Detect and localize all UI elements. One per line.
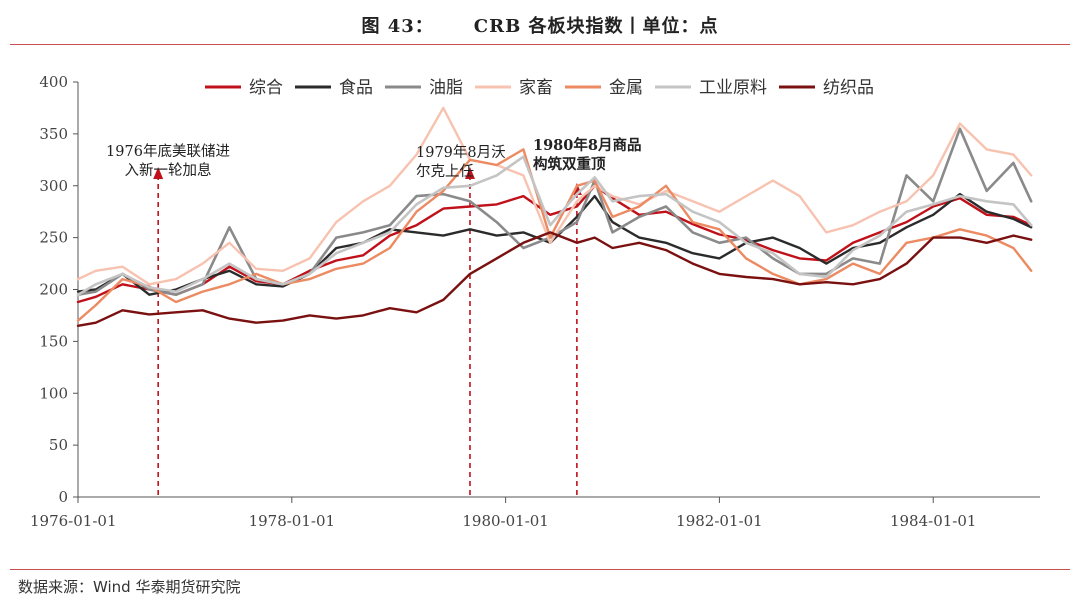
legend-label: 综合 [249, 78, 283, 98]
y-tick-label: 400 [39, 73, 68, 91]
footer-rule [10, 569, 1070, 570]
y-tick-label: 0 [58, 488, 68, 506]
x-tick-label: 1982-01-01 [676, 512, 762, 530]
series-line [76, 127, 1033, 297]
y-tick-label: 350 [39, 125, 68, 143]
source-note: 数据来源：Wind 华泰期货研究院 [18, 578, 241, 596]
chart: 0 50 100 150 200 250 300 350 400 1976-01-01 1978-0… [30, 73, 1040, 530]
annotation-arrowhead [153, 167, 164, 179]
figure-caption: CRB 各板块指数丨单位：点 [473, 16, 719, 37]
annotation-label: 1976年底美联储进 [106, 143, 230, 160]
x-tick-label: 1984-01-01 [890, 512, 976, 530]
title-rule [10, 44, 1070, 45]
figure-title: 图 43： CRB 各板块指数丨单位：点 [0, 12, 1080, 38]
series-line [76, 106, 1033, 286]
legend-label: 纺织品 [823, 78, 874, 98]
series-line [76, 148, 1033, 322]
series-line [76, 231, 1033, 327]
y-tick-label: 50 [49, 436, 68, 454]
y-tick-label: 200 [39, 281, 68, 299]
annotation-arrowhead [464, 167, 475, 179]
y-tick-label: 300 [39, 177, 68, 195]
annotation-label: 构筑双重顶 [533, 155, 606, 173]
legend-label: 工业原料 [699, 78, 767, 98]
y-tick-label: 100 [39, 384, 68, 402]
annotation-label: 尔克上任 [416, 163, 474, 180]
legend-label: 油脂 [429, 78, 463, 98]
x-tick-label: 1976-01-01 [30, 512, 116, 530]
y-tick-label: 150 [39, 332, 68, 350]
legend-label: 食品 [339, 78, 373, 98]
y-tick-label: 250 [39, 229, 68, 247]
x-tick-label: 1978-01-01 [249, 512, 335, 530]
figure-number: 图 43： [361, 16, 434, 37]
annotation-label: 1980年8月商品 [533, 136, 641, 154]
annotation-label: 入新一轮加息 [125, 162, 212, 179]
annotation-label: 1979年8月沃 [416, 144, 506, 161]
legend-label: 金属 [609, 78, 643, 98]
legend-label: 家畜 [519, 78, 553, 98]
x-tick-label: 1980-01-01 [462, 512, 548, 530]
series-line [76, 155, 1033, 297]
